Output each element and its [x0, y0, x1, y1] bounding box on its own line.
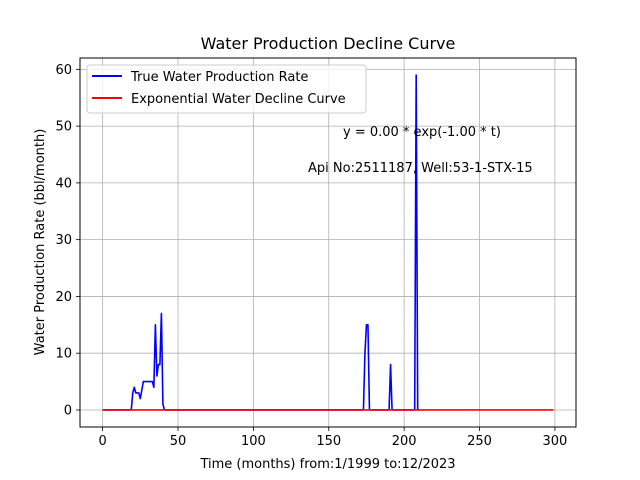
x-tick-label: 50	[170, 434, 187, 449]
x-tick-label: 200	[392, 434, 417, 449]
x-tick-label: 250	[467, 434, 492, 449]
well-annotation: Api No:2511187, Well:53-1-STX-15	[308, 161, 533, 176]
series-lines	[102, 74, 554, 411]
y-tick-label: 10	[55, 347, 72, 362]
y-tick-label: 30	[55, 233, 72, 248]
y-tick-label: 20	[55, 290, 72, 305]
plot-frame	[79, 57, 577, 428]
y-tick-label: 40	[55, 176, 72, 191]
x-tick-label: 150	[316, 434, 341, 449]
y-axis-label: Water Production Rate (bbl/month)	[33, 129, 48, 356]
legend: True Water Production Rate Exponential W…	[86, 64, 367, 114]
legend-box	[86, 64, 367, 114]
y-tick-label: 50	[55, 120, 72, 135]
x-tick-label: 300	[542, 434, 567, 449]
x-tick-label: 0	[98, 434, 106, 449]
x-axis-label: Time (months) from:1/1999 to:12/2023	[199, 457, 455, 472]
y-tick-label: 0	[64, 403, 72, 418]
series-line-0	[102, 74, 420, 411]
x-tick-label: 100	[241, 434, 266, 449]
legend-label-true-water: True Water Production Rate	[130, 70, 308, 85]
legend-label-exponential: Exponential Water Decline Curve	[131, 92, 346, 107]
chart-title: Water Production Decline Curve	[201, 34, 456, 53]
ticks: 0 50 100 150 200 250 300 0 10 20 30 40 50 60	[55, 63, 567, 449]
y-tick-label: 60	[55, 63, 72, 78]
equation-annotation: y = 0.00 * exp(-1.00 * t)	[343, 125, 501, 140]
